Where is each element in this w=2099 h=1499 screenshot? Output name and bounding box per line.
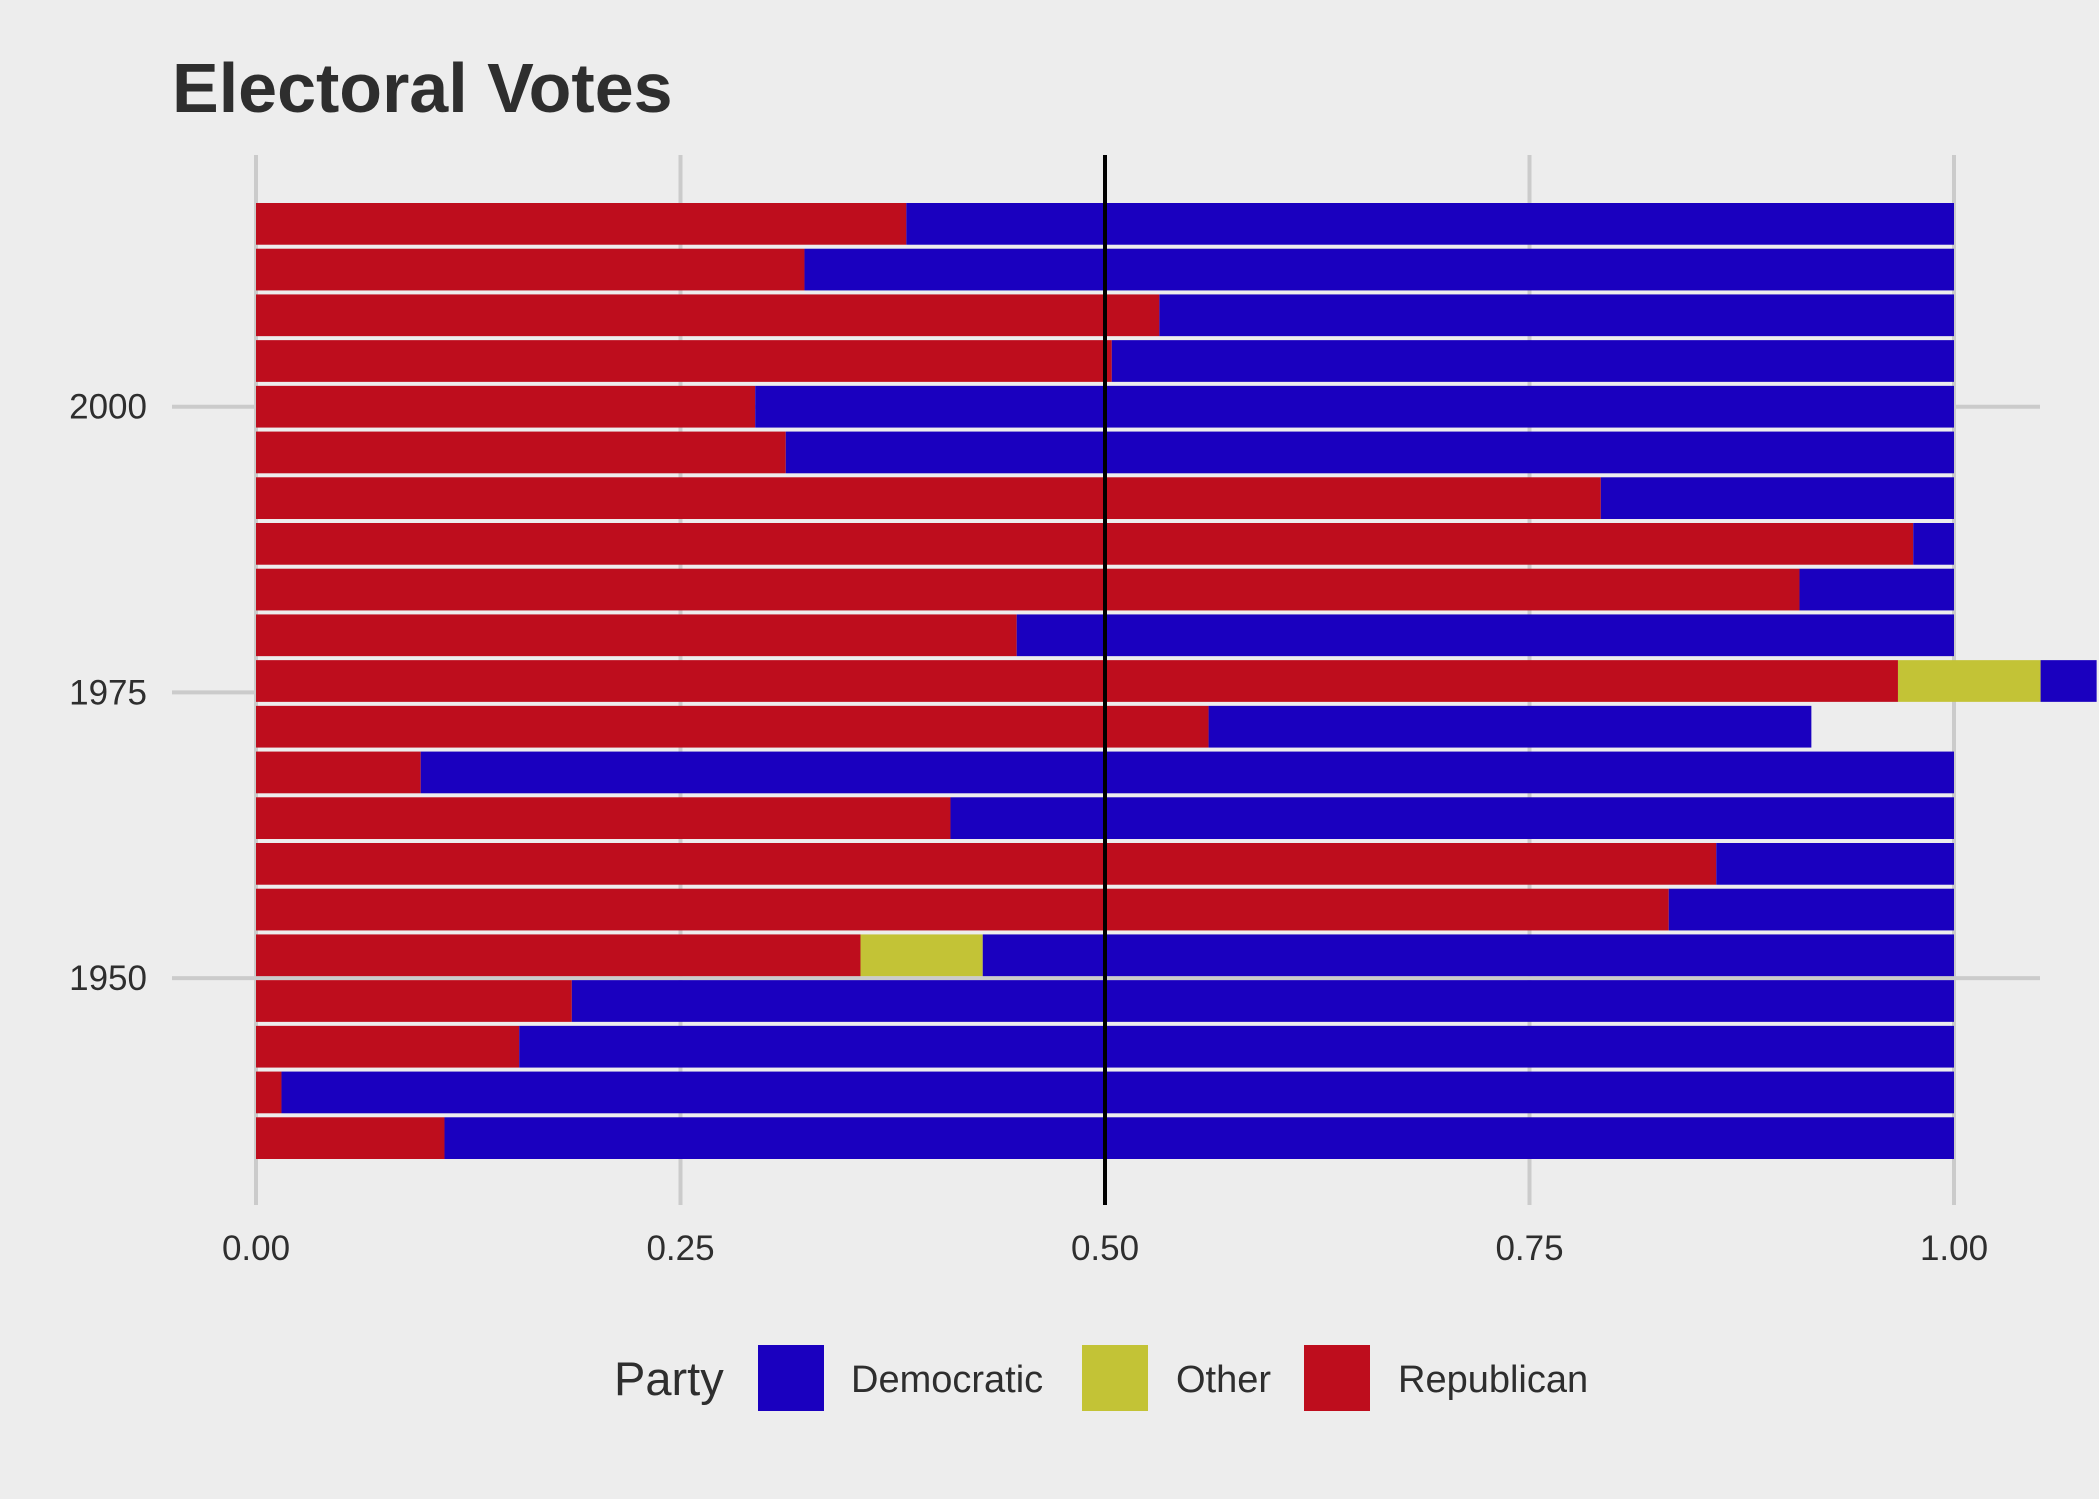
legend-key-other xyxy=(1082,1345,1148,1411)
bar-republican-1992 xyxy=(256,477,1601,519)
x-tick-label: 0.00 xyxy=(222,1229,290,1268)
bar-other-1976 xyxy=(1897,660,2041,702)
bar-republican-1972 xyxy=(256,705,1209,748)
legend-key-republican xyxy=(1304,1345,1370,1411)
axis-labels: 0.00 0.25 0.50 0.75 1.00 1950 1975 2000 xyxy=(69,388,1988,1268)
bar-democratic-1964 xyxy=(950,797,1954,839)
bar-republican-2000 xyxy=(256,385,756,428)
bar-democratic-1952 xyxy=(982,934,1954,977)
bar-republican-1984 xyxy=(256,568,1800,611)
bar-democratic-1944 xyxy=(519,1025,1955,1068)
bar-democratic-1980 xyxy=(1016,614,1954,657)
bar-democratic-1984 xyxy=(1799,568,1954,611)
bar-democratic-1976 xyxy=(2040,660,2097,702)
chart-title: Electoral Votes xyxy=(172,49,673,127)
bar-democratic-1972 xyxy=(1208,705,1812,748)
bar-democratic-1968 xyxy=(420,751,1954,794)
bar-republican-2012 xyxy=(256,248,805,291)
bar-republican-1996 xyxy=(256,431,786,474)
bar-other-1952 xyxy=(860,934,983,977)
x-tick-label: 0.25 xyxy=(646,1229,714,1268)
bar-democratic-2012 xyxy=(804,248,1954,291)
bar-democratic-1936 xyxy=(444,1117,1954,1159)
bar-republican-2008 xyxy=(256,294,1160,337)
bar-republican-2016 xyxy=(256,203,907,245)
bar-republican-1960 xyxy=(256,843,1717,885)
x-tick-label: 0.75 xyxy=(1495,1229,1563,1268)
bar-republican-1944 xyxy=(256,1025,520,1068)
y-tick-label: 1975 xyxy=(69,673,147,712)
bar-democratic-1992 xyxy=(1600,477,1954,519)
x-tick-label: 1.00 xyxy=(1920,1229,1988,1268)
bar-democratic-1960 xyxy=(1716,843,1954,885)
bar-democratic-1956 xyxy=(1668,888,1954,931)
bar-republican-1940 xyxy=(256,1071,282,1114)
bar-republican-1964 xyxy=(256,797,951,839)
bar-republican-2004 xyxy=(256,340,1112,382)
legend-label-democratic: Democratic xyxy=(851,1359,1043,1401)
bar-republican-1988 xyxy=(256,523,1914,565)
bar-democratic-2008 xyxy=(1159,294,1954,337)
bar-democratic-1996 xyxy=(785,431,1954,474)
bar-republican-1952 xyxy=(256,934,861,977)
bar-democratic-1940 xyxy=(281,1071,1955,1114)
bar-republican-1948 xyxy=(256,980,572,1022)
bar-democratic-1948 xyxy=(571,980,1954,1022)
legend-key-democratic xyxy=(758,1345,824,1411)
bar-republican-1968 xyxy=(256,751,421,794)
y-tick-label: 2000 xyxy=(69,388,147,427)
bar-republican-1936 xyxy=(256,1117,445,1159)
legend-label-republican: Republican xyxy=(1398,1359,1588,1401)
bar-democratic-2000 xyxy=(755,385,1955,428)
bar-republican-1980 xyxy=(256,614,1017,657)
legend: Party Democratic Other Republican xyxy=(614,1345,1588,1411)
y-tick-label: 1950 xyxy=(69,959,147,998)
bar-republican-1956 xyxy=(256,888,1669,931)
legend-items: Democratic Other Republican xyxy=(758,1345,1588,1411)
bar-democratic-2016 xyxy=(906,203,1954,245)
bar-democratic-1988 xyxy=(1913,523,1954,565)
bar-democratic-2004 xyxy=(1111,340,1954,382)
bars-group xyxy=(256,203,2097,1159)
bar-republican-1976 xyxy=(256,660,1898,702)
x-tick-label: 0.50 xyxy=(1071,1229,1139,1268)
legend-label-other: Other xyxy=(1176,1359,1271,1401)
legend-title: Party xyxy=(614,1352,724,1405)
